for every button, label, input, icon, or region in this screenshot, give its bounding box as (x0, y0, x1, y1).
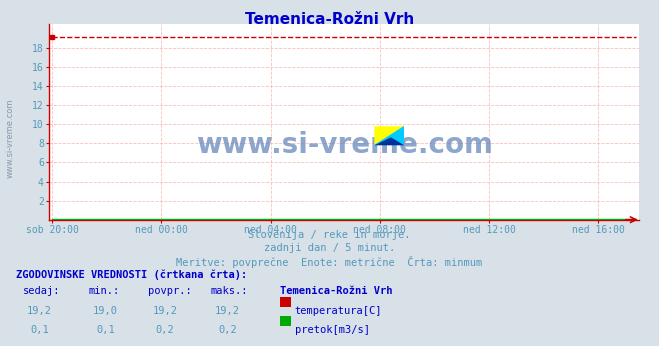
Text: Meritve: povprečne  Enote: metrične  Črta: minmum: Meritve: povprečne Enote: metrične Črta:… (177, 256, 482, 268)
Text: 0,1: 0,1 (30, 325, 49, 335)
Text: 19,2: 19,2 (27, 306, 52, 316)
Text: povpr.:: povpr.: (148, 286, 192, 297)
Text: 19,0: 19,0 (93, 306, 118, 316)
Text: 19,2: 19,2 (152, 306, 177, 316)
Text: sedaj:: sedaj: (23, 286, 61, 297)
Text: 0,2: 0,2 (156, 325, 174, 335)
Text: temperatura[C]: temperatura[C] (295, 306, 382, 316)
Text: maks.:: maks.: (211, 286, 248, 297)
Polygon shape (374, 137, 405, 145)
Text: zadnji dan / 5 minut.: zadnji dan / 5 minut. (264, 243, 395, 253)
Text: 19,2: 19,2 (215, 306, 240, 316)
Text: ZGODOVINSKE VREDNOSTI (črtkana črta):: ZGODOVINSKE VREDNOSTI (črtkana črta): (16, 270, 248, 280)
Text: Temenica-Rožni Vrh: Temenica-Rožni Vrh (245, 12, 414, 27)
Text: Slovenija / reke in morje.: Slovenija / reke in morje. (248, 230, 411, 240)
Text: www.si-vreme.com: www.si-vreme.com (196, 131, 493, 160)
Text: www.si-vreme.com: www.si-vreme.com (5, 99, 14, 178)
Text: 0,2: 0,2 (218, 325, 237, 335)
Text: min.:: min.: (89, 286, 120, 297)
Text: pretok[m3/s]: pretok[m3/s] (295, 325, 370, 335)
Text: 0,1: 0,1 (96, 325, 115, 335)
Text: Temenica-Rožni Vrh: Temenica-Rožni Vrh (280, 286, 393, 297)
Polygon shape (374, 126, 405, 145)
Polygon shape (374, 126, 405, 145)
